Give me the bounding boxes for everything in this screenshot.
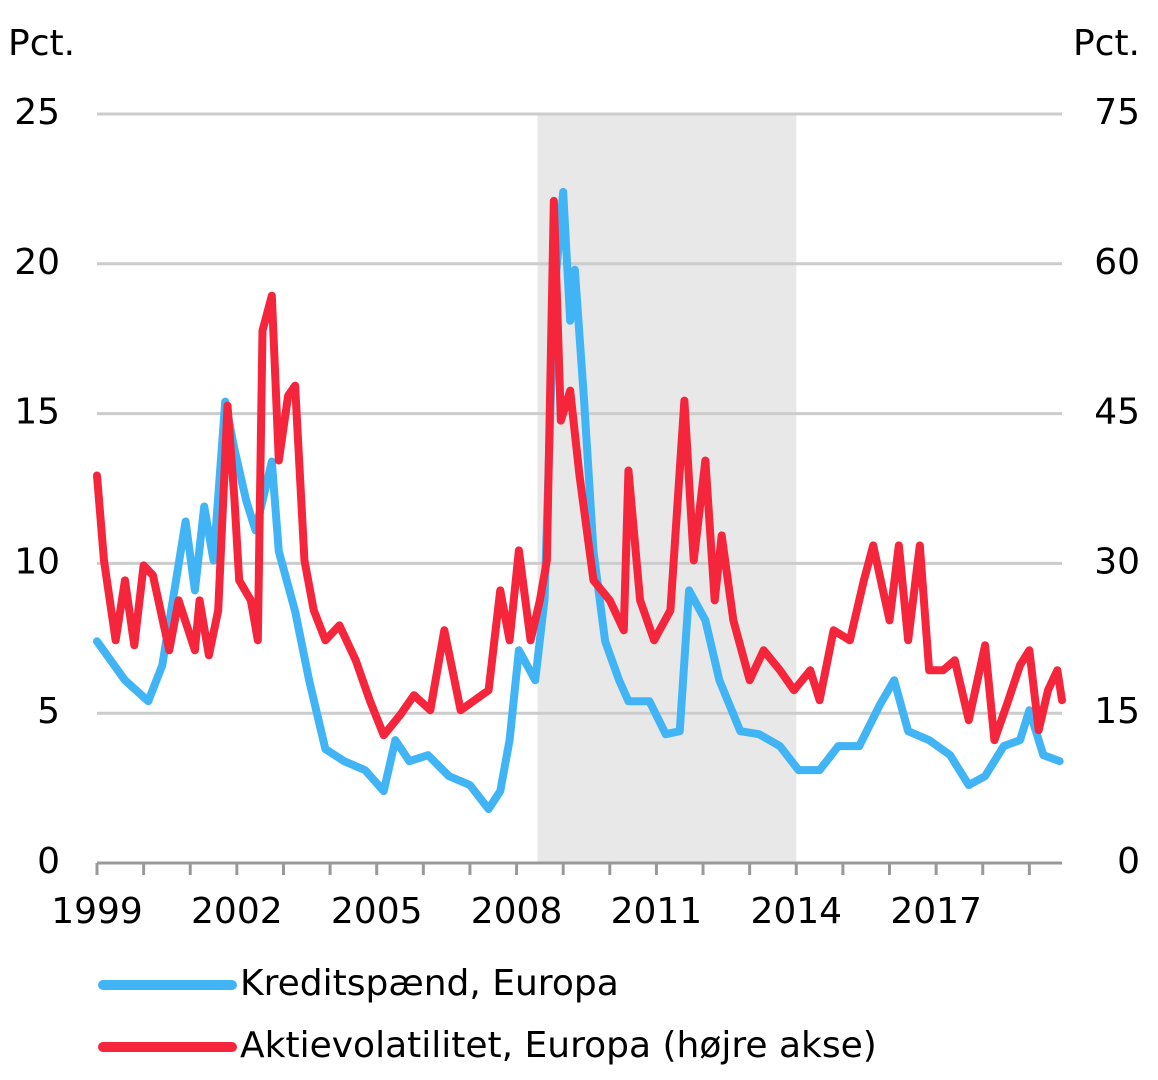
y2-tick-label: 60 [1094, 242, 1140, 283]
x-tick-label: 2008 [471, 891, 563, 932]
y-axis-label: Pct. [8, 23, 75, 64]
x-tick-label: 2005 [331, 891, 423, 932]
y-tick-label: 10 [14, 541, 60, 582]
y-tick-label: 0 [37, 841, 60, 882]
x-tick-label: 2002 [191, 891, 283, 932]
y-tick-label: 25 [14, 92, 60, 133]
x-tick-label: 2014 [750, 891, 842, 932]
legend-label: Kreditspænd, Europa [240, 963, 619, 1004]
data-line [93, 196, 1066, 745]
y2-tick-label: 75 [1094, 92, 1140, 133]
legend-label: Aktievolatilitet, Europa (højre akse) [240, 1025, 877, 1066]
y2-tick-label: 30 [1094, 541, 1140, 582]
y2-tick-label: 15 [1094, 691, 1140, 732]
x-tick-label: 1999 [51, 891, 143, 932]
x-tick-label: 2011 [611, 891, 703, 932]
y-tick-label: 15 [14, 392, 60, 433]
y2-tick-label: 45 [1094, 392, 1140, 433]
y-tick-label: 5 [37, 691, 60, 732]
x-tick-label: 2017 [890, 891, 982, 932]
y-tick-label: 20 [14, 242, 60, 283]
data-line [93, 187, 1064, 814]
y2-tick-label: 0 [1117, 841, 1140, 882]
y2-axis-label: Pct. [1073, 23, 1140, 64]
shaded-period [537, 114, 797, 863]
